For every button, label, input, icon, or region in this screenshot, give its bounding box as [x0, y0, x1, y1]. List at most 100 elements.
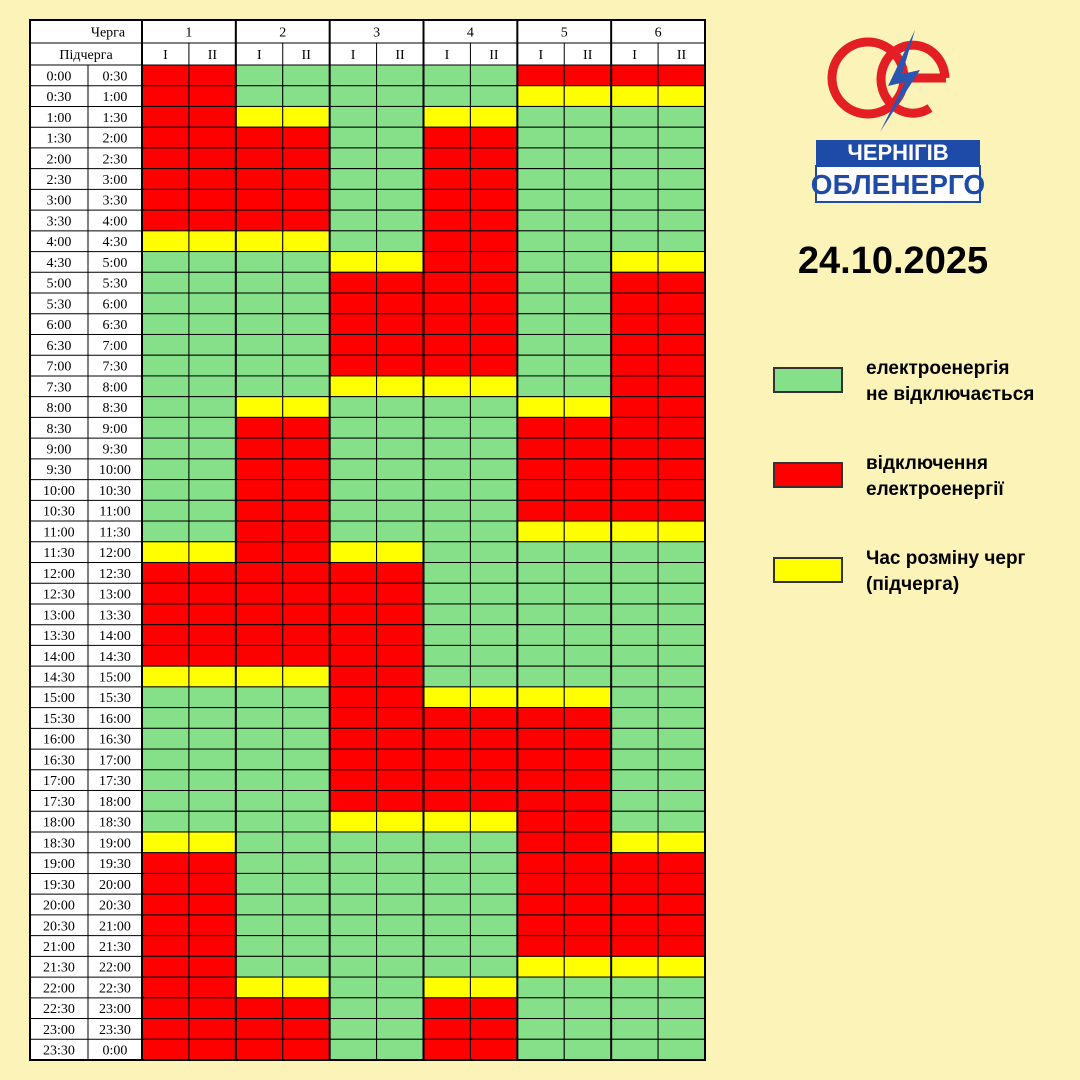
schedule-cell	[329, 810, 378, 833]
schedule-cell	[469, 707, 518, 729]
legend-text: відключення	[866, 453, 988, 474]
time-from: 5:00	[47, 277, 72, 292]
schedule-cell	[469, 126, 518, 149]
schedule-cell	[188, 458, 237, 481]
time-from: 1:30	[47, 132, 72, 147]
date: 24.10.2025	[798, 240, 988, 282]
logo-text2: ОБЛЕНЕРГО	[811, 169, 985, 200]
schedule-cell	[235, 893, 284, 916]
schedule-cell	[188, 686, 237, 709]
time-from: 8:00	[47, 401, 72, 416]
time-to: 16:00	[99, 712, 131, 727]
time-from: 13:30	[43, 629, 75, 644]
schedule-cell	[657, 935, 706, 957]
logo: ЧЕРНІГІВ ОБЛЕНЕРГО	[811, 30, 985, 203]
schedule-cell	[141, 64, 190, 87]
schedule-cell	[376, 458, 425, 481]
schedule-cell	[282, 707, 331, 729]
schedule-cell	[188, 499, 237, 522]
time-to: 21:30	[99, 940, 131, 955]
schedule-cell	[329, 105, 378, 128]
schedule-cell	[469, 1038, 518, 1061]
schedule-cell	[376, 105, 425, 128]
schedule-cell	[657, 396, 706, 418]
time-from: 3:00	[47, 194, 72, 209]
schedule-cell	[282, 976, 331, 999]
schedule-cell	[469, 520, 518, 543]
time-to: 8:30	[103, 401, 128, 416]
schedule-cell	[282, 582, 331, 605]
schedule-cell	[423, 997, 471, 1020]
schedule-cell	[610, 893, 659, 916]
schedule-cell	[141, 416, 190, 439]
schedule-cell	[610, 644, 659, 667]
schedule-cell	[423, 541, 471, 563]
schedule-cell	[516, 997, 565, 1020]
schedule-cell	[610, 914, 659, 937]
schedule-cell	[235, 396, 284, 418]
legend-text: не відключається	[866, 384, 1034, 405]
schedule-cell	[329, 686, 378, 709]
schedule-cell	[563, 168, 612, 190]
schedule-cell	[657, 852, 706, 874]
schedule-cell	[610, 271, 659, 294]
schedule-cell	[282, 375, 331, 398]
schedule-cell	[423, 188, 471, 211]
schedule-cell	[657, 582, 706, 605]
schedule-cell	[423, 831, 471, 854]
schedule-cell	[563, 396, 612, 418]
schedule-cell	[141, 603, 190, 626]
schedule-cell	[329, 541, 378, 563]
schedule-cell	[423, 624, 471, 646]
schedule-cell	[657, 810, 706, 833]
time-to: 3:30	[103, 194, 128, 209]
time-from: 10:30	[43, 505, 75, 520]
schedule-cell	[563, 810, 612, 833]
schedule-cell	[329, 147, 378, 170]
schedule-cell	[235, 603, 284, 626]
schedule-cell	[610, 769, 659, 792]
group-label: 6	[655, 26, 662, 41]
schedule-cell	[516, 582, 565, 605]
schedule-cell	[516, 230, 565, 253]
schedule-cell	[469, 769, 518, 792]
schedule-cell	[563, 458, 612, 481]
schedule-cell	[141, 665, 190, 688]
schedule-cell	[329, 831, 378, 854]
group-label: 1	[185, 26, 192, 41]
group-label: 3	[373, 26, 380, 41]
schedule-cell	[516, 686, 565, 709]
subgroup-label: II	[489, 48, 499, 63]
schedule-cell	[657, 872, 706, 895]
schedule-cell	[282, 458, 331, 481]
schedule-cell	[235, 168, 284, 190]
schedule-cell	[610, 292, 659, 315]
time-from: 19:30	[43, 878, 75, 893]
schedule-cell	[141, 872, 190, 895]
schedule-cell	[657, 893, 706, 916]
schedule-cell	[376, 955, 425, 978]
schedule-cell	[516, 976, 565, 999]
schedule-cell	[423, 665, 471, 688]
schedule-cell	[563, 831, 612, 854]
schedule-cell	[282, 271, 331, 294]
schedule-cell	[469, 458, 518, 481]
schedule-cell	[423, 396, 471, 418]
schedule-cell	[516, 520, 565, 543]
time-from: 12:00	[43, 567, 75, 582]
schedule-cell	[141, 126, 190, 149]
schedule-cell	[469, 499, 518, 522]
schedule-cell	[516, 831, 565, 854]
schedule-cell	[376, 251, 425, 273]
schedule-cell	[563, 292, 612, 315]
schedule-cell	[235, 769, 284, 792]
schedule-cell	[563, 375, 612, 398]
schedule-cell	[657, 333, 706, 356]
schedule-cell	[235, 686, 284, 709]
schedule-cell	[235, 1038, 284, 1061]
time-to: 22:00	[99, 961, 131, 976]
schedule-cell	[376, 479, 425, 501]
schedule-cell	[610, 831, 659, 854]
schedule-cell	[563, 520, 612, 543]
schedule-cell	[235, 230, 284, 253]
